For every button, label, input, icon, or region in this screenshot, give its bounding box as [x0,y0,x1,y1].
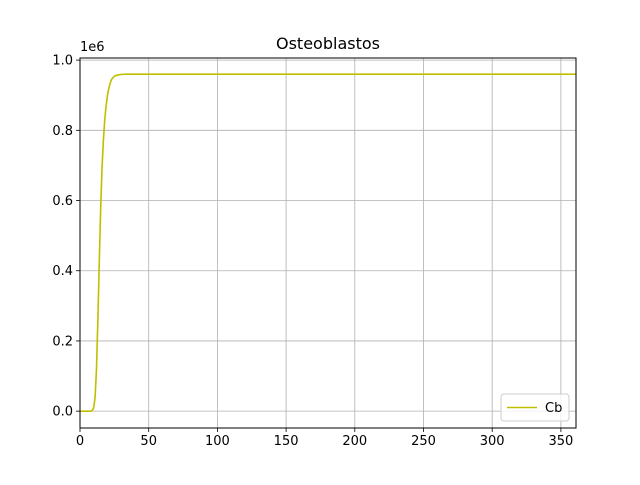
y-tick-label: 0.0 [52,405,73,420]
x-tick-label: 150 [274,434,299,449]
y-tick-label: 0.8 [52,124,73,139]
y-axis-offset-label: 1e6 [80,40,105,55]
x-tick-label: 50 [140,434,157,449]
x-tick-label: 300 [480,434,505,449]
x-tick-label: 200 [342,434,367,449]
x-tick-label: 100 [205,434,230,449]
series-line-cb [80,73,576,412]
y-tick-label: 0.2 [52,334,73,349]
x-tick-label: 0 [76,434,84,449]
x-tick-label: 250 [411,434,436,449]
plot-area-frame [79,57,577,429]
y-tick-label: 0.4 [52,264,73,279]
tick-layer: 0 50 100 150 200 250 300 350 0.0 0.2 0.4 0.6 0.8 1.0 [52,54,573,449]
chart-title: Osteoblastos [276,34,380,53]
x-tick-label: 350 [548,434,573,449]
legend-label: Cb [545,401,562,416]
legend: Cb [500,393,570,422]
y-tick-label: 1.0 [52,54,73,69]
y-tick-label: 0.6 [52,194,73,209]
grid-layer [79,58,576,428]
series-layer [80,73,576,412]
